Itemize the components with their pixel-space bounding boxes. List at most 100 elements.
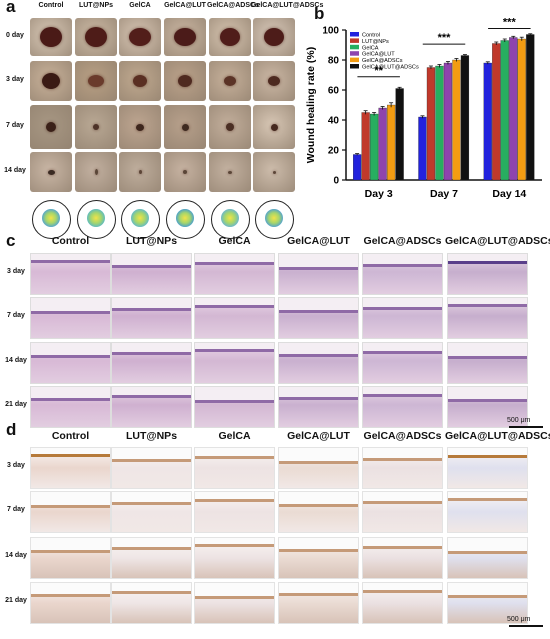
- background-area: [279, 583, 358, 593]
- he-tissue-image: [30, 253, 111, 295]
- wound-photo: [75, 152, 117, 192]
- wound-area: [46, 122, 56, 132]
- panel-a-column-label: GelCA@LUT@ADSCs: [251, 2, 324, 9]
- background-area: [279, 448, 358, 461]
- ihc-column-label: LUT@NPs: [125, 430, 178, 442]
- panel-d-letter: d: [6, 420, 17, 439]
- background-area: [279, 538, 358, 549]
- he-tissue-image: [30, 297, 111, 339]
- he-tissue-image: [194, 253, 275, 295]
- ihc-tissue-image: [278, 537, 359, 579]
- he-scale-bar: [509, 426, 543, 428]
- wound-photo: [30, 152, 72, 192]
- he-scale-bar-label: 500 μm: [507, 417, 531, 424]
- ihc-row-label: 7 day: [7, 506, 25, 513]
- background-area: [195, 298, 274, 305]
- legend-label: GelCA: [362, 45, 379, 51]
- background-area: [31, 538, 110, 550]
- legend-swatch: [350, 64, 359, 69]
- epidermis-layer: [448, 399, 527, 402]
- wound-photo: [253, 61, 295, 101]
- wound-area: [47, 169, 55, 175]
- y-tick-label: 0: [333, 176, 339, 187]
- wound-area: [93, 124, 99, 130]
- wound-trace-circle: [32, 200, 71, 239]
- ihc-tissue-image: [111, 491, 192, 533]
- epidermis-layer: [448, 498, 527, 501]
- epidermis-layer: [31, 594, 110, 597]
- epidermis-layer: [112, 352, 191, 355]
- background-area: [112, 343, 191, 352]
- wound-area: [220, 28, 240, 46]
- ihc-tissue-image: [194, 447, 275, 489]
- wound-photo: [30, 18, 72, 56]
- he-tissue-image: [362, 253, 443, 295]
- epidermis-layer: [279, 397, 358, 400]
- epidermis-layer: [279, 310, 358, 313]
- he-column-label: Control: [51, 235, 90, 247]
- epidermis-layer: [279, 267, 358, 270]
- wound-photo: [164, 105, 206, 149]
- he-tissue-image: [278, 342, 359, 384]
- ihc-tissue-image: [30, 537, 111, 579]
- bar: [426, 67, 436, 181]
- wound-photo: [209, 152, 251, 192]
- ihc-column-label: Control: [51, 430, 90, 442]
- x-tick-label: Day 3: [365, 188, 393, 200]
- wound-area: [270, 123, 278, 131]
- wound-area: [268, 76, 280, 86]
- ihc-tissue-image: [447, 582, 528, 624]
- panel-a-column-label: GelCA@LUT: [164, 2, 206, 9]
- epidermis-layer: [363, 307, 442, 310]
- epidermis-layer: [31, 454, 110, 457]
- bar: [435, 65, 444, 181]
- wound-trace-circle: [121, 200, 160, 239]
- he-tissue-image: [362, 342, 443, 384]
- he-tissue-image: [362, 386, 443, 428]
- epidermis-layer: [112, 265, 191, 268]
- wound-area: [129, 28, 151, 46]
- x-tick-label: Day 7: [430, 188, 458, 200]
- wound-trace-overlay: [265, 209, 283, 227]
- epidermis-layer: [279, 461, 358, 464]
- background-area: [195, 448, 274, 456]
- background-area: [363, 298, 442, 307]
- wound-area: [133, 75, 147, 87]
- he-column-label: LUT@NPs: [125, 235, 178, 247]
- background-area: [195, 254, 274, 262]
- background-area: [448, 583, 527, 595]
- background-area: [112, 448, 191, 459]
- bar: [387, 104, 396, 181]
- epidermis-layer: [112, 591, 191, 594]
- he-column-label: GelCA@LUT@ADSCs: [445, 235, 550, 247]
- panel-a-column-label: GelCA: [129, 2, 151, 9]
- epidermis-layer: [31, 311, 110, 314]
- panel-a-row-label: 7 day: [6, 122, 24, 129]
- ihc-column-label: GelCA@LUT@ADSCs: [445, 430, 550, 442]
- epidermis-layer: [195, 456, 274, 459]
- epidermis-layer: [112, 308, 191, 311]
- he-tissue-image: [278, 253, 359, 295]
- y-tick-label: 20: [328, 146, 340, 157]
- wound-area: [40, 27, 62, 47]
- background-area: [448, 492, 527, 498]
- bar: [361, 112, 370, 181]
- legend-swatch: [350, 51, 359, 56]
- he-tissue-image: [278, 297, 359, 339]
- panel-a-row-label: 0 day: [6, 32, 24, 39]
- background-area: [448, 387, 527, 399]
- legend-label: GelCA@LUT: [362, 52, 395, 58]
- wound-trace-overlay: [131, 209, 149, 227]
- wound-photo: [164, 61, 206, 101]
- ihc-column-label: GelCA@ADSCs: [363, 430, 442, 442]
- epidermis-layer: [363, 501, 442, 504]
- he-tissue-image: [362, 297, 443, 339]
- wound-area: [226, 123, 234, 131]
- epidermis-layer: [363, 590, 442, 593]
- ihc-tissue-image: [447, 447, 528, 489]
- ihc-tissue-image: [111, 537, 192, 579]
- epidermis-layer: [195, 305, 274, 308]
- background-area: [31, 583, 110, 594]
- bar: [418, 116, 427, 181]
- background-area: [279, 298, 358, 310]
